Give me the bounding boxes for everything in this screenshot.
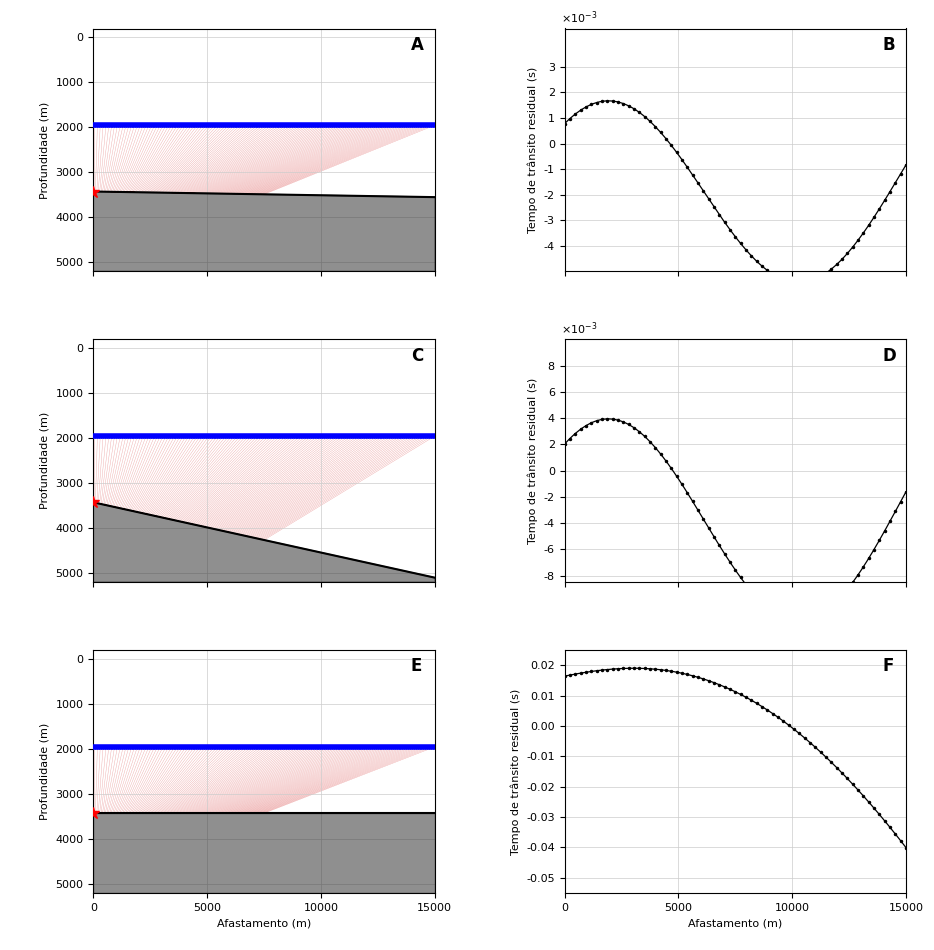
Text: $\times 10^{-3}$: $\times 10^{-3}$ <box>561 320 598 337</box>
X-axis label: Afastamento (m): Afastamento (m) <box>217 919 311 928</box>
Y-axis label: Profundidade (m): Profundidade (m) <box>40 412 50 509</box>
Text: B: B <box>882 36 895 54</box>
Polygon shape <box>93 503 435 582</box>
Y-axis label: Profundidade (m): Profundidade (m) <box>40 723 50 820</box>
X-axis label: Afastamento (m): Afastamento (m) <box>688 919 783 928</box>
Text: $\times 10^{-3}$: $\times 10^{-3}$ <box>561 10 598 26</box>
Polygon shape <box>93 192 435 272</box>
Y-axis label: Tempo de trânsito residual (s): Tempo de trânsito residual (s) <box>528 377 538 543</box>
Text: E: E <box>411 657 422 675</box>
Y-axis label: Tempo de trânsito residual (s): Tempo de trânsito residual (s) <box>528 66 538 233</box>
Y-axis label: Profundidade (m): Profundidade (m) <box>40 102 50 199</box>
Polygon shape <box>93 813 435 893</box>
Text: A: A <box>411 36 424 54</box>
Y-axis label: Tempo de trânsito residual (s): Tempo de trânsito residual (s) <box>510 689 520 855</box>
Text: F: F <box>882 657 894 675</box>
Text: D: D <box>882 347 896 365</box>
Text: C: C <box>411 347 423 365</box>
